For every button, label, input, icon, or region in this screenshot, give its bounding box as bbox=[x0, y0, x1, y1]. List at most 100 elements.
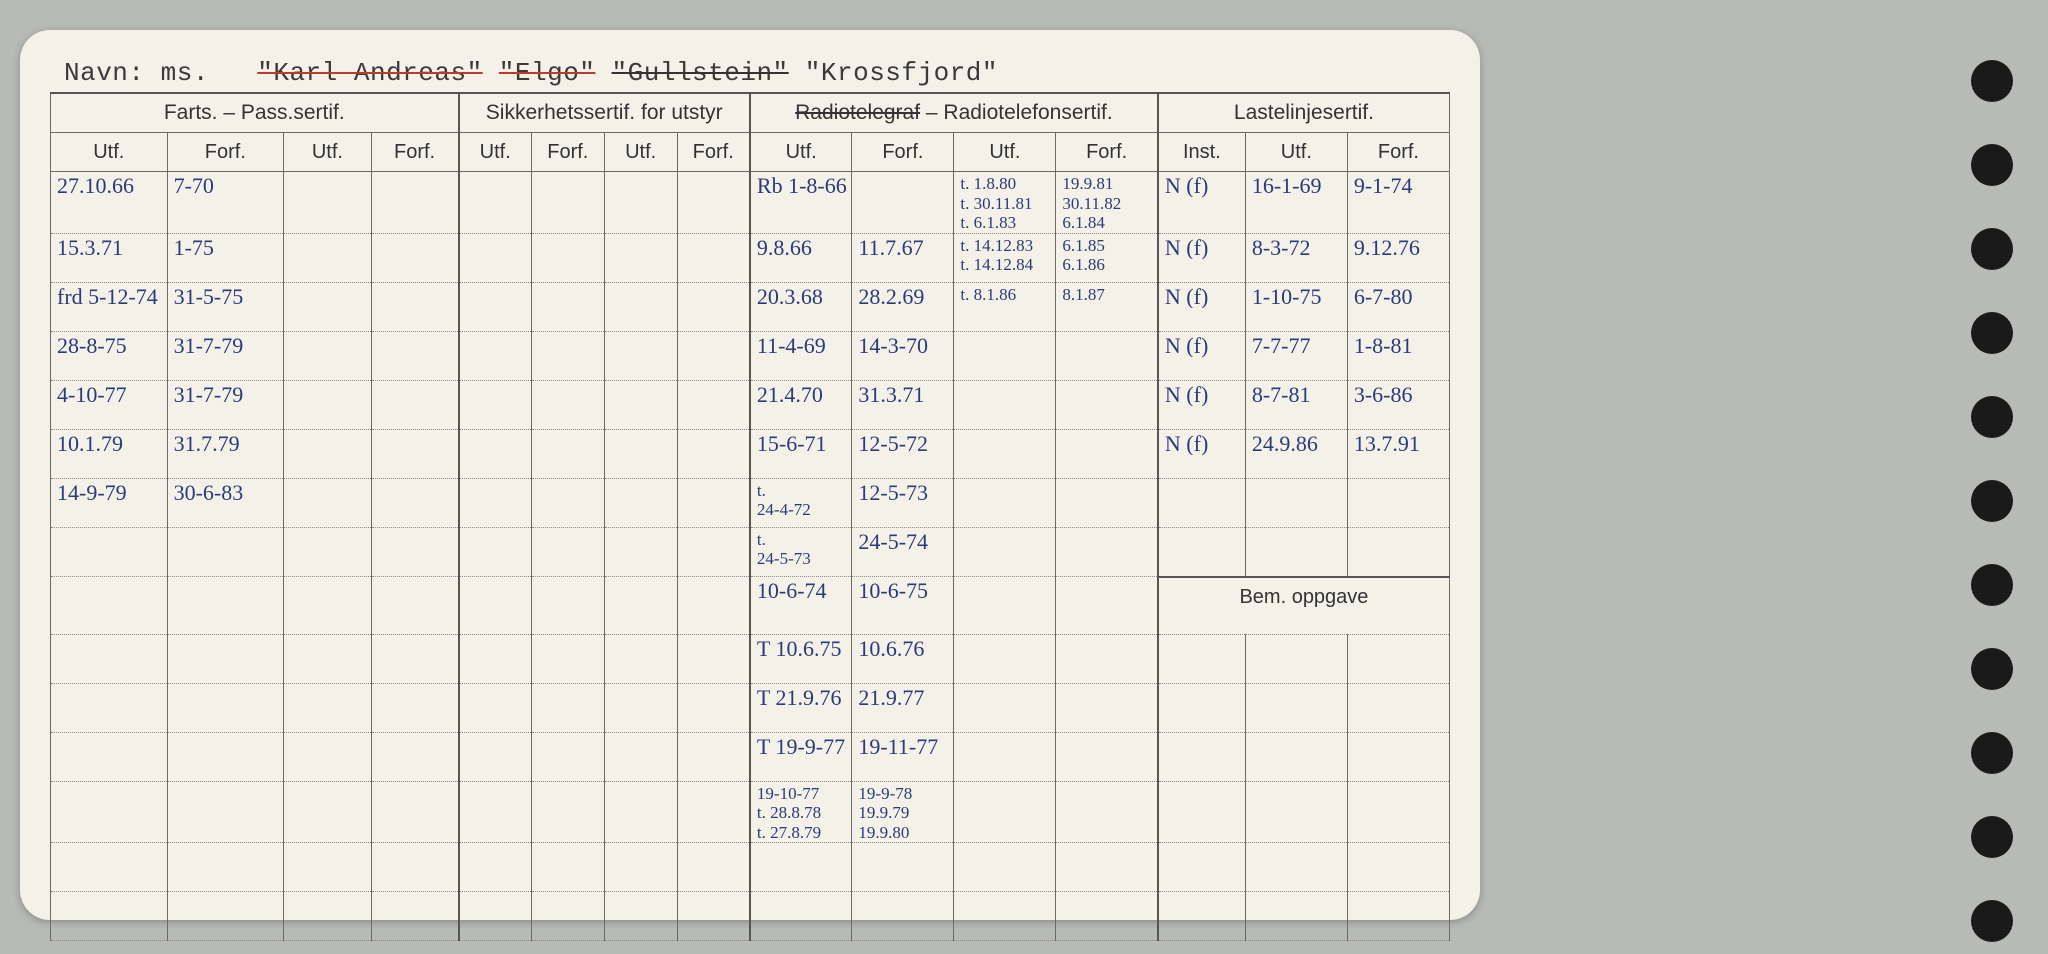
sikk-utf bbox=[459, 380, 532, 429]
header-radiotelegraf-text: Radiotelegraf bbox=[795, 101, 920, 124]
farts-utf2 bbox=[284, 478, 371, 527]
radio-forf: 24-5-74 bbox=[852, 527, 954, 577]
cell bbox=[167, 892, 284, 941]
sub-utf: Utf. bbox=[284, 133, 371, 172]
laste-utf bbox=[1245, 732, 1347, 781]
farts-utf2 bbox=[284, 732, 371, 781]
radio-forf: 11.7.67 bbox=[852, 233, 954, 282]
header-farts: Farts. – Pass.sertif. bbox=[51, 93, 459, 133]
radio-forf2 bbox=[1056, 634, 1158, 683]
radio-forf2 bbox=[1056, 331, 1158, 380]
header-laste-text: Lastelinjesertif. bbox=[1234, 101, 1374, 124]
laste-utf: 16-1-69 bbox=[1245, 172, 1347, 234]
cell bbox=[284, 843, 371, 892]
laste-forf: 3-6-86 bbox=[1347, 380, 1449, 429]
farts-forf2 bbox=[371, 577, 458, 635]
laste-utf bbox=[1245, 683, 1347, 732]
laste-inst bbox=[1158, 683, 1245, 732]
table-row: t.24-5-7324-5-74 bbox=[51, 527, 1450, 577]
farts-forf: 7-70 bbox=[167, 172, 284, 234]
laste-utf: 24.9.86 bbox=[1245, 429, 1347, 478]
laste-inst: N (f) bbox=[1158, 233, 1245, 282]
sub-forf: Forf. bbox=[852, 133, 954, 172]
farts-utf: 4-10-77 bbox=[51, 380, 168, 429]
laste-forf: 1-8-81 bbox=[1347, 331, 1449, 380]
sub-forf: Forf. bbox=[167, 133, 284, 172]
farts-utf: frd 5-12-74 bbox=[51, 282, 168, 331]
sikk-utf bbox=[459, 781, 532, 843]
farts-forf2 bbox=[371, 732, 458, 781]
laste-utf: 8-7-81 bbox=[1245, 380, 1347, 429]
radio-utf2 bbox=[954, 634, 1056, 683]
sikk-forf bbox=[531, 172, 604, 234]
hole-icon bbox=[1971, 312, 2013, 354]
cell bbox=[1347, 843, 1449, 892]
radio-utf: 9.8.66 bbox=[750, 233, 852, 282]
sikk-utf2 bbox=[604, 172, 677, 234]
farts-utf2 bbox=[284, 634, 371, 683]
farts-forf bbox=[167, 577, 284, 635]
table-row: 27.10.667-70Rb 1-8-66t. 1.8.80t. 30.11.8… bbox=[51, 172, 1450, 234]
radio-utf2 bbox=[954, 577, 1056, 635]
cell bbox=[284, 892, 371, 941]
index-card: Navn: ms. "Karl Andreas" "Elgo" "Gullste… bbox=[20, 30, 1480, 920]
sikk-utf2 bbox=[604, 527, 677, 577]
laste-utf bbox=[1245, 527, 1347, 577]
radio-forf2: 8.1.87 bbox=[1056, 282, 1158, 331]
radio-utf: 11-4-69 bbox=[750, 331, 852, 380]
farts-forf2 bbox=[371, 683, 458, 732]
radio-utf: 19-10-77t. 28.8.78t. 27.8.79 bbox=[750, 781, 852, 843]
header-farts-text: Farts. – Pass.sertif. bbox=[164, 101, 345, 124]
table-row: 10-6-7410-6-75Bem. oppgave bbox=[51, 577, 1450, 635]
laste-inst: N (f) bbox=[1158, 331, 1245, 380]
hole-icon bbox=[1971, 900, 2013, 942]
farts-utf: 10.1.79 bbox=[51, 429, 168, 478]
cell bbox=[459, 843, 532, 892]
radio-utf2 bbox=[954, 527, 1056, 577]
sikk-forf2 bbox=[677, 478, 750, 527]
farts-utf bbox=[51, 732, 168, 781]
radio-forf: 28.2.69 bbox=[852, 282, 954, 331]
radio-forf: 12-5-72 bbox=[852, 429, 954, 478]
hole-icon bbox=[1971, 60, 2013, 102]
header-radio: Radiotelegraf – Radiotelefonsertif. bbox=[750, 93, 1158, 133]
header-sikkerhet-text: Sikkerhetssertif. for utstyr bbox=[486, 101, 723, 124]
radio-forf: 10.6.76 bbox=[852, 634, 954, 683]
radio-utf2 bbox=[954, 732, 1056, 781]
navn-name3: "Gullstein" bbox=[612, 58, 789, 88]
laste-inst: N (f) bbox=[1158, 429, 1245, 478]
laste-inst: N (f) bbox=[1158, 282, 1245, 331]
farts-forf2 bbox=[371, 282, 458, 331]
radio-utf: T 21.9.76 bbox=[750, 683, 852, 732]
farts-utf bbox=[51, 634, 168, 683]
radio-forf: 19-9-7819.9.7919.9.80 bbox=[852, 781, 954, 843]
sikk-forf2 bbox=[677, 172, 750, 234]
sikk-forf2 bbox=[677, 380, 750, 429]
table-row: T 10.6.7510.6.76 bbox=[51, 634, 1450, 683]
sikk-forf bbox=[531, 781, 604, 843]
laste-forf bbox=[1347, 781, 1449, 843]
sub-utf: Utf. bbox=[1245, 133, 1347, 172]
sikk-utf2 bbox=[604, 429, 677, 478]
farts-forf bbox=[167, 683, 284, 732]
cell bbox=[51, 892, 168, 941]
sikk-forf bbox=[531, 683, 604, 732]
laste-inst bbox=[1158, 634, 1245, 683]
farts-forf2 bbox=[371, 331, 458, 380]
radio-utf2: t. 1.8.80t. 30.11.81t. 6.1.83 bbox=[954, 172, 1056, 234]
sikk-forf2 bbox=[677, 429, 750, 478]
sikk-forf bbox=[531, 577, 604, 635]
navn-name1: "Karl Andreas" bbox=[257, 58, 482, 88]
radio-utf2 bbox=[954, 781, 1056, 843]
laste-utf: 7-7-77 bbox=[1245, 331, 1347, 380]
farts-forf: 31-7-79 bbox=[167, 331, 284, 380]
navn-name2: "Elgo" bbox=[499, 58, 596, 88]
laste-forf: 6-7-80 bbox=[1347, 282, 1449, 331]
sub-forf: Forf. bbox=[531, 133, 604, 172]
sikk-utf bbox=[459, 527, 532, 577]
radio-utf: 10-6-74 bbox=[750, 577, 852, 635]
laste-forf: 9.12.76 bbox=[1347, 233, 1449, 282]
laste-utf bbox=[1245, 634, 1347, 683]
sub-utf: Utf. bbox=[51, 133, 168, 172]
farts-utf2 bbox=[284, 781, 371, 843]
